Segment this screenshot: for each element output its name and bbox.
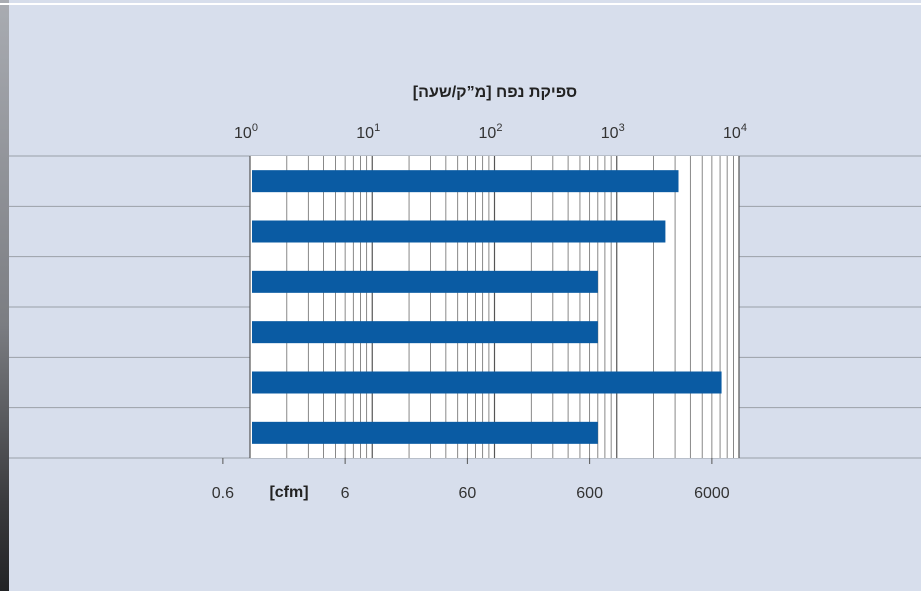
bottom-tick-label: 600 xyxy=(576,485,603,502)
bottom-tick-label: 60 xyxy=(458,485,476,502)
bottom-tick-label: 6000 xyxy=(694,485,730,502)
top-tick-label: 100 xyxy=(234,122,258,142)
top-tick-label: 103 xyxy=(601,122,625,142)
top-tick-label: 102 xyxy=(479,122,503,142)
bottom-tick-label: 0.6 xyxy=(212,485,234,502)
top-divider xyxy=(0,3,921,5)
bar xyxy=(252,321,598,344)
top-tick-label: 104 xyxy=(723,122,747,142)
top-tick-label: 101 xyxy=(356,122,380,142)
bar xyxy=(252,421,598,444)
bar xyxy=(252,220,666,243)
background-edge-strip xyxy=(0,0,9,591)
bar xyxy=(252,371,722,394)
bottom-tick-label: 6 xyxy=(341,485,350,502)
chart-title: ספיקת נפח [מ”ק/שעה] xyxy=(413,84,577,101)
bar xyxy=(252,270,598,293)
bottom-axis-unit-label: [cfm] xyxy=(269,484,308,501)
bar xyxy=(252,170,679,193)
